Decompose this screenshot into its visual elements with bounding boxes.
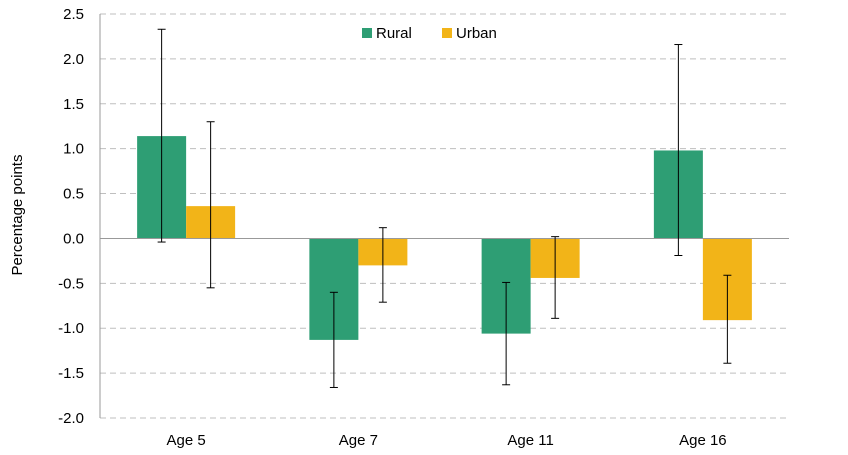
legend-label-rural: Rural: [376, 25, 412, 42]
y-tick-label: -0.5: [58, 275, 84, 292]
y-tick-label: 2.0: [63, 51, 84, 68]
legend-swatch-urban: [442, 28, 452, 38]
legend-label-urban: Urban: [456, 25, 497, 42]
legend-swatch-rural: [362, 28, 372, 38]
y-tick-label: 0.5: [63, 186, 84, 203]
y-tick-label: 1.5: [63, 96, 84, 113]
x-tick-label: Age 5: [167, 432, 206, 449]
gridlines: [100, 13, 789, 419]
y-tick-labels: 2.5 2.0 1.5 1.0 0.5 0.0 -0.5 -1.0 -1.5 -2.0: [58, 6, 84, 427]
x-tick-label: Age 7: [339, 432, 378, 449]
x-tick-labels: Age 5 Age 7 Age 11 Age 16: [167, 432, 727, 449]
y-axis-title: Percentage points: [9, 155, 26, 276]
y-tick-label: 1.0: [63, 141, 84, 158]
error-bars: [157, 28, 732, 388]
y-tick-label: -1.0: [58, 320, 84, 337]
x-tick-label: Age 16: [679, 432, 727, 449]
y-tick-label: -2.0: [58, 410, 84, 427]
legend: Rural Urban: [362, 25, 497, 42]
x-tick-label: Age 11: [507, 432, 553, 449]
y-tick-label: 2.5: [63, 6, 84, 23]
y-tick-label: -1.5: [58, 365, 84, 382]
y-tick-label: 0.0: [63, 230, 84, 247]
axes: [99, 14, 789, 418]
